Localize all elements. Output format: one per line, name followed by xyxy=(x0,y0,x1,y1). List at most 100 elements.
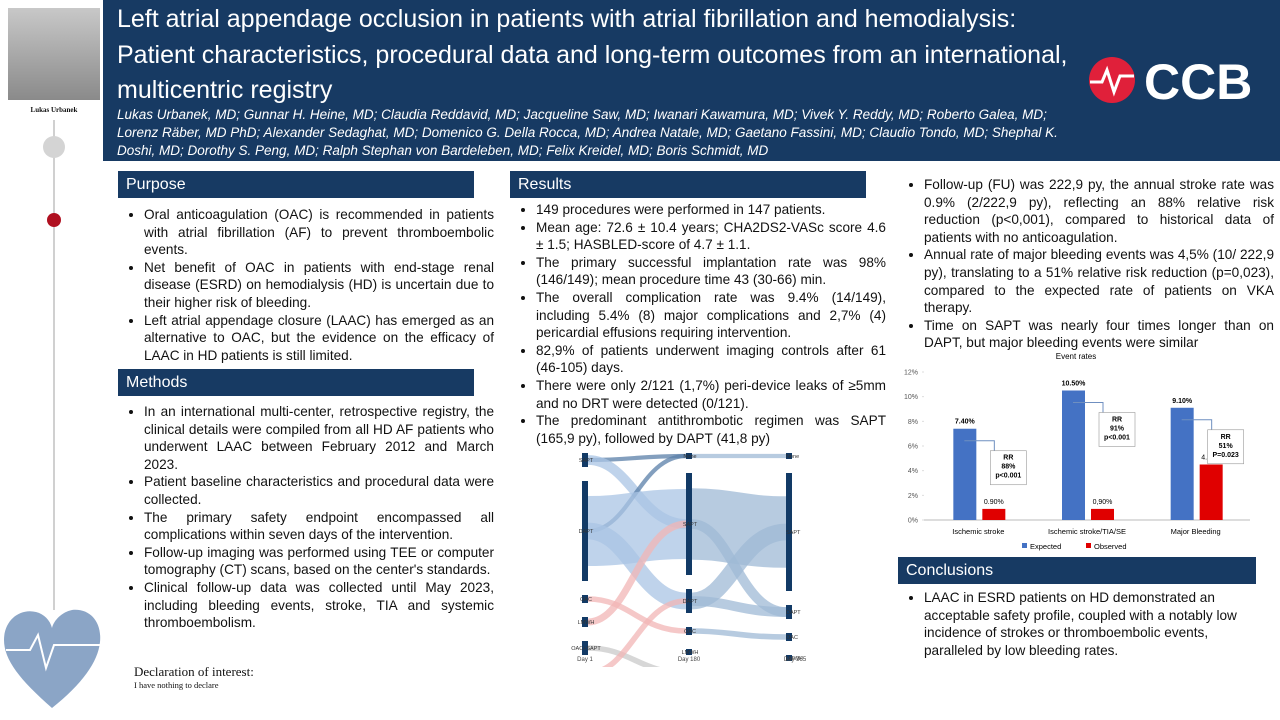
annotation-arrow xyxy=(964,440,995,451)
y-tick-label: 12% xyxy=(904,370,918,377)
sankey-node xyxy=(582,481,588,581)
sankey-node-label: None xyxy=(683,454,696,460)
legend-swatch xyxy=(1086,543,1091,548)
sankey-node xyxy=(582,641,588,655)
annotation-text: 91% xyxy=(1110,426,1125,433)
sankey-node xyxy=(582,617,588,627)
value-label: 9.10% xyxy=(1172,398,1193,405)
sankey-node-label: DAPT xyxy=(786,610,801,616)
sankey-node-label: None xyxy=(786,454,799,460)
bullet: Follow-up imaging was performed using TE… xyxy=(144,544,494,579)
annotation-arrow xyxy=(1181,419,1213,430)
legend-label: Observed xyxy=(1094,542,1127,551)
bullet: There were only 2/121 (1,7%) peri-device… xyxy=(536,377,886,412)
sankey-node xyxy=(786,633,792,641)
legend-swatch xyxy=(1022,543,1027,548)
bar xyxy=(982,508,1006,520)
presenter-photo xyxy=(8,8,100,100)
bullet-list: Follow-up (FU) was 222,9 py, the annual … xyxy=(898,176,1274,352)
bullet-list: In an international multi-center, retros… xyxy=(118,403,494,632)
bullet: Time on SAPT was nearly four times longe… xyxy=(924,317,1274,352)
x-tick-label: Ischemic stroke/TIA/SE xyxy=(1048,527,1126,536)
annotation-text: 51% xyxy=(1219,443,1234,450)
bullet: 149 procedures were performed in 147 pat… xyxy=(536,201,886,219)
declaration-heading: Declaration of interest: xyxy=(134,664,254,679)
annotation-text: p<0.001 xyxy=(995,473,1021,480)
bar xyxy=(953,428,977,520)
sankey-node xyxy=(786,605,792,619)
value-label: 7.40% xyxy=(955,419,976,426)
sankey-node-label: DAPT xyxy=(683,599,698,605)
annotation-text: RR xyxy=(1112,417,1122,424)
sankey-node xyxy=(786,473,792,591)
sankey-flow xyxy=(587,645,661,667)
bullet-list: Oral anticoagulation (OAC) is recommende… xyxy=(118,206,494,364)
x-tick-label: Ischemic stroke xyxy=(952,527,1004,536)
sankey-flow xyxy=(587,596,687,634)
annotation-text: RR xyxy=(1003,455,1013,462)
annotation-box xyxy=(1098,412,1136,447)
sankey-node xyxy=(582,595,588,603)
logo: CCB xyxy=(1089,54,1252,108)
section-heading: Methods xyxy=(118,369,474,396)
y-tick-label: 0% xyxy=(908,518,918,525)
logo-pulse xyxy=(1090,65,1134,97)
y-tick-label: 2% xyxy=(908,493,918,500)
bullet: Oral anticoagulation (OAC) is recommende… xyxy=(144,206,494,259)
sankey-node-label: LMWH xyxy=(682,650,699,656)
y-tick-label: 10% xyxy=(904,394,918,401)
bullet: The primary safety endpoint encompassed … xyxy=(144,509,494,544)
dot xyxy=(43,136,65,158)
bullet: Follow-up (FU) was 222,9 py, the annual … xyxy=(924,176,1274,246)
poster-title: Left atrial appendage occlusion in patie… xyxy=(117,5,1068,104)
bullet: Left atrial appendage closure (LAAC) has… xyxy=(144,312,494,365)
sankey-flow xyxy=(690,523,787,610)
bullet: LAAC in ESRD patients on HD demonstrated… xyxy=(924,589,1254,659)
sankey-flow xyxy=(601,598,687,667)
bullet: Net benefit of OAC in patients with end-… xyxy=(144,259,494,312)
heart-illustration xyxy=(4,609,101,708)
sankey-node xyxy=(686,589,692,613)
bullet: The predominant antithrombotic regimen w… xyxy=(536,412,886,447)
sankey-node-label: OAC+SAPT xyxy=(571,646,601,652)
section-heading: Conclusions xyxy=(898,557,1256,584)
logo-circle xyxy=(1089,57,1135,103)
declaration-text: I have nothing to declare xyxy=(134,680,219,690)
sankey-node-label: DAPT xyxy=(579,529,594,535)
sankey-node-label: OAC xyxy=(580,597,592,603)
sankey-stage-label: Day 365 xyxy=(784,657,807,663)
bar xyxy=(1199,464,1223,520)
sankey-flow xyxy=(691,628,787,640)
bullet: Annual rate of major bleeding events was… xyxy=(924,246,1274,316)
bullet: Clinical follow-up data was collected un… xyxy=(144,579,494,632)
logo-text: CCB xyxy=(1144,54,1252,108)
dot xyxy=(47,213,61,227)
value-label: 0.90% xyxy=(984,499,1004,506)
value-label: 0,90% xyxy=(1093,499,1113,506)
sankey-node xyxy=(786,453,792,459)
annotation-text: P=0.023 xyxy=(1213,452,1239,459)
sankey-node xyxy=(686,473,692,575)
sankey-node-label: OAC xyxy=(786,635,798,641)
bullet: 82,9% of patients underwent imaging cont… xyxy=(536,342,886,377)
sankey-diagram: SAPTDAPTOACLMWHOAC+SAPTOAC+DAPTNoneSAPTD… xyxy=(571,453,807,667)
bullet-list: 149 procedures were performed in 147 pat… xyxy=(510,201,886,447)
bullet-list: LAAC in ESRD patients on HD demonstrated… xyxy=(898,589,1254,659)
authors: Lukas Urbanek, MD; Gunnar H. Heine, MD; … xyxy=(117,107,1058,158)
section-heading: Results xyxy=(510,171,866,198)
annotation-text: p<0.001 xyxy=(1104,435,1130,442)
presenter-name: Lukas Urbanek xyxy=(30,106,78,114)
annotation-arrow xyxy=(1073,402,1104,413)
sankey-node-label: OAC xyxy=(684,629,696,635)
sankey-node-label: SAPT xyxy=(683,522,698,528)
bullet: In an international multi-center, retros… xyxy=(144,403,494,473)
legend-label: Expected xyxy=(1030,542,1061,551)
sankey-node xyxy=(686,627,692,635)
sankey-node-label: LMWH xyxy=(578,620,595,626)
header-band xyxy=(103,0,1280,161)
sankey-node xyxy=(686,453,692,459)
x-tick-label: Major Bleeding xyxy=(1171,527,1221,536)
value-label: 10.50% xyxy=(1062,381,1087,388)
sankey-flow xyxy=(587,520,687,626)
